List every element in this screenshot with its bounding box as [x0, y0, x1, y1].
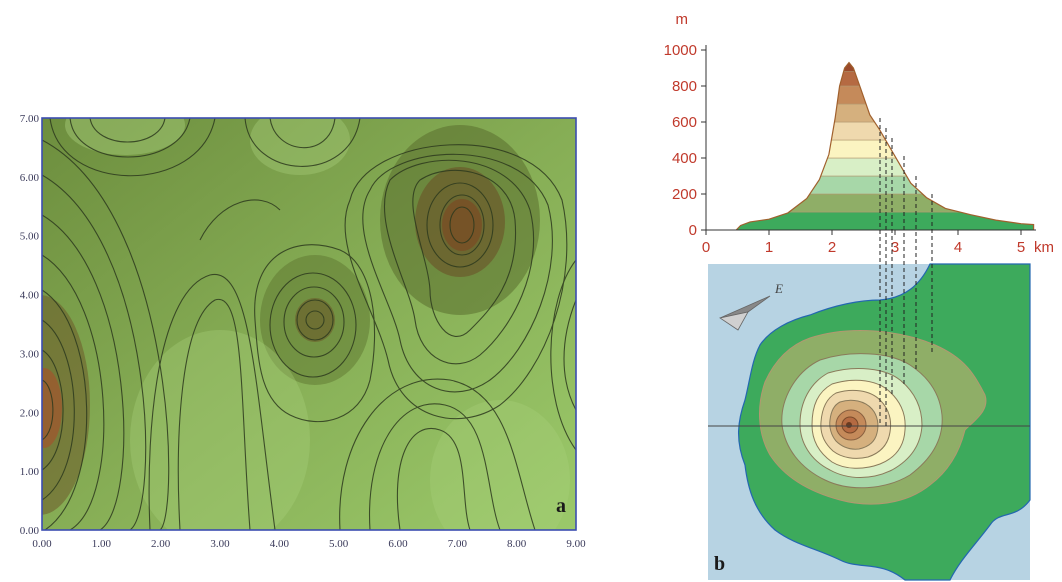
profile-x-tick-label: 3: [891, 239, 899, 256]
panel-a-x-axis: 0.00 1.00 2.00 3.00 4.00 5.00 6.00 7.00 8.00 9.00: [32, 538, 586, 550]
panel-a-y-tick: 0.00: [20, 525, 40, 537]
profile-x-tick-label: 0: [702, 239, 710, 256]
panel-a-y-tick: 5.00: [20, 231, 40, 243]
profile-y-tick-label: 200: [672, 186, 697, 203]
panel-a-x-tick: 1.00: [92, 538, 112, 550]
profile-band: [736, 85, 1034, 105]
profile-y-tick-label: 0: [689, 222, 697, 239]
panel-a-contour-map: 0.00 1.00 2.00 3.00 4.00 5.00 6.00 7.00 8.00 9.00…: [20, 113, 586, 550]
panel-a-x-tick: 0.00: [32, 538, 52, 550]
projection-lines: [879, 118, 933, 426]
panel-b-island-figure: 0 200 400 600 800 1000 0 1 2 3 4 5 m km E: [664, 11, 1054, 581]
profile-band: [736, 71, 1034, 87]
panel-a-x-tick: 3.00: [210, 538, 230, 550]
profile-x-ticks: 0 1 2 3 4 5: [702, 230, 1025, 256]
profile-band: [736, 121, 1034, 141]
profile-x-tick-label: 5: [1017, 239, 1025, 256]
panel-a-x-tick: 4.00: [270, 538, 290, 550]
profile-x-unit: km: [1034, 239, 1054, 256]
compass-icon: E: [718, 281, 783, 331]
profile-y-tick-label: 800: [672, 78, 697, 95]
contour-map-frame: [41, 117, 577, 531]
panel-a-x-tick: 8.00: [507, 538, 527, 550]
profile-x-tick-label: 2: [828, 239, 836, 256]
panel-a-x-tick: 2.00: [151, 538, 171, 550]
profile-y-tick-label: 1000: [664, 42, 697, 59]
profile-band: [736, 193, 1034, 213]
panel-a-x-tick: 7.00: [448, 538, 468, 550]
elevation-profile: 0 200 400 600 800 1000 0 1 2 3 4 5 m km: [664, 11, 1054, 256]
profile-y-tick-label: 400: [672, 150, 697, 167]
profile-band: [736, 103, 1034, 123]
profile-x-tick-label: 4: [954, 239, 962, 256]
panel-a-letter: a: [556, 495, 566, 517]
profile-band: [736, 175, 1034, 195]
panel-a-y-tick: 2.00: [20, 407, 40, 419]
profile-band: [736, 157, 1034, 177]
panel-a-x-tick: 5.00: [329, 538, 349, 550]
panel-a-x-tick: 9.00: [566, 538, 586, 550]
profile-band: [736, 139, 1034, 159]
compass-label: E: [774, 281, 783, 296]
panel-a-y-tick: 4.00: [20, 290, 40, 302]
summit-point: [846, 422, 852, 428]
panel-b-letter: b: [714, 553, 725, 575]
panel-a-y-tick: 7.00: [20, 113, 40, 125]
panel-a-y-tick: 6.00: [20, 172, 40, 184]
profile-outline: [735, 61, 1035, 231]
profile-elevation-bands: [736, 62, 1034, 230]
panel-a-y-axis: 0.00 1.00 2.00 3.00 4.00 5.00 6.00 7.00: [20, 113, 40, 537]
panel-a-y-tick: 1.00: [20, 466, 40, 478]
contour-lines: [42, 118, 576, 530]
profile-y-unit: m: [676, 11, 689, 28]
island-map: E: [708, 263, 1031, 581]
profile-band: [736, 62, 1034, 72]
profile-y-ticks: 0 200 400 600 800 1000: [664, 42, 706, 239]
profile-x-tick-label: 1: [765, 239, 773, 256]
profile-y-tick-label: 600: [672, 114, 697, 131]
panel-a-y-tick: 3.00: [20, 348, 40, 360]
panel-a-x-tick: 6.00: [388, 538, 408, 550]
